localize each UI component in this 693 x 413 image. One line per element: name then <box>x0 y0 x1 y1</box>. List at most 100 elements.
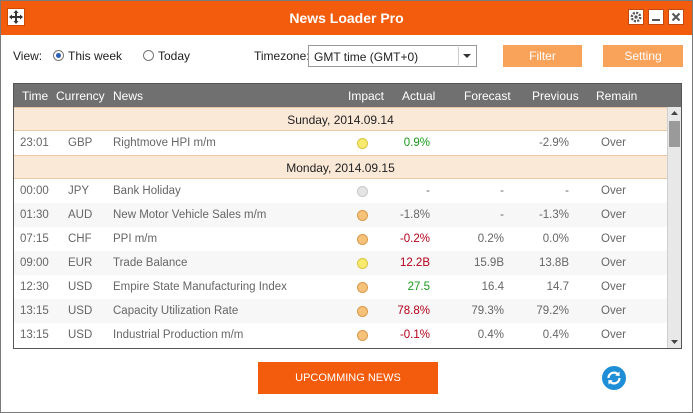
scroll-up-icon[interactable] <box>668 107 681 120</box>
cell-news: PPI m/m <box>113 233 158 245</box>
radio-this-week[interactable] <box>53 50 64 61</box>
column-header-previous[interactable]: Previous <box>532 89 579 103</box>
setting-button[interactable]: Setting <box>603 45 683 67</box>
table-header: Time Currency News Impact Actual Forecas… <box>14 84 681 107</box>
scrollbar-thumb[interactable] <box>669 121 680 147</box>
cell-news: Trade Balance <box>113 257 188 269</box>
cell-previous: 13.8B <box>538 257 569 269</box>
cell-actual: -0.2% <box>399 233 430 245</box>
cell-time: 01:30 <box>20 209 49 221</box>
close-icon[interactable] <box>668 9 684 25</box>
toolbar: View: This week Today Timezone: GMT time… <box>1 35 692 79</box>
cell-time: 12:30 <box>20 281 49 293</box>
cell-actual: 0.9% <box>403 137 430 149</box>
table-row[interactable]: 13:15 USD Capacity Utilization Rate 78.8… <box>14 299 667 323</box>
timezone-value: GMT time (GMT+0) <box>314 50 419 64</box>
cell-time: 13:15 <box>20 305 49 317</box>
impact-indicator-icon <box>357 210 368 221</box>
table-row[interactable]: 00:00 JPY Bank Holiday - - - Over <box>14 179 667 203</box>
cell-remain: Over <box>601 257 626 269</box>
cell-time: 00:00 <box>20 185 49 197</box>
cell-forecast: 0.4% <box>477 329 504 341</box>
cell-actual: -1.8% <box>399 209 430 221</box>
column-header-remain[interactable]: Remain <box>596 89 638 103</box>
settings-gear-icon[interactable] <box>628 9 644 25</box>
cell-forecast: 0.2% <box>477 233 504 245</box>
date-group-label: Sunday, 2014.09.14 <box>287 113 394 127</box>
table-row[interactable]: 13:15 USD Industrial Production m/m -0.1… <box>14 323 667 347</box>
chevron-down-icon[interactable] <box>458 47 475 65</box>
cell-currency: USD <box>68 329 93 341</box>
refresh-icon[interactable] <box>601 365 627 391</box>
cell-news: New Motor Vehicle Sales m/m <box>113 209 267 221</box>
impact-indicator-icon <box>357 234 368 245</box>
impact-indicator-icon <box>357 330 368 341</box>
move-icon[interactable] <box>7 8 25 26</box>
table-row[interactable]: 07:15 CHF PPI m/m -0.2% 0.2% 0.0% Over <box>14 227 667 251</box>
cell-news: Rightmove HPI m/m <box>113 137 216 149</box>
table-row[interactable]: 23:01 GBP Rightmove HPI m/m 0.9% -2.9% O… <box>14 131 667 155</box>
cell-currency: GBP <box>68 137 93 149</box>
column-header-actual[interactable]: Actual <box>402 89 436 103</box>
column-header-impact[interactable]: Impact <box>348 89 385 103</box>
scroll-down-icon[interactable] <box>668 335 681 348</box>
cell-previous: 0.4% <box>542 329 569 341</box>
cell-time: 07:15 <box>20 233 49 245</box>
cell-previous: -1.3% <box>538 209 569 221</box>
table-row[interactable]: 12:30 USD Empire State Manufacturing Ind… <box>14 275 667 299</box>
column-header-currency[interactable]: Currency <box>56 89 105 103</box>
cell-news: Empire State Manufacturing Index <box>113 281 287 293</box>
cell-actual: 78.8% <box>397 305 430 317</box>
cell-actual: 12.2B <box>399 257 430 269</box>
impact-indicator-icon <box>357 138 368 149</box>
cell-forecast: 79.3% <box>471 305 504 317</box>
cell-previous: 0.0% <box>542 233 569 245</box>
timezone-select[interactable]: GMT time (GMT+0) <box>308 45 477 67</box>
cell-previous: -2.9% <box>538 137 569 149</box>
cell-actual: 27.5 <box>407 281 430 293</box>
impact-indicator-icon <box>357 306 368 317</box>
cell-remain: Over <box>601 209 626 221</box>
cell-time: 13:15 <box>20 329 49 341</box>
date-group-row: Monday, 2014.09.15 <box>14 155 667 179</box>
impact-indicator-icon <box>357 258 368 269</box>
radio-today-label[interactable]: Today <box>158 49 191 63</box>
view-label: View: <box>13 49 43 63</box>
cell-forecast: - <box>500 209 504 221</box>
cell-time: 09:00 <box>20 257 49 269</box>
window-title: News Loader Pro <box>289 10 404 26</box>
column-header-news[interactable]: News <box>113 89 144 103</box>
cell-time: 23:01 <box>20 137 49 149</box>
cell-remain: Over <box>601 137 626 149</box>
cell-forecast: 16.4 <box>481 281 504 293</box>
date-group-label: Monday, 2014.09.15 <box>286 161 395 175</box>
impact-indicator-icon <box>357 282 368 293</box>
column-header-forecast[interactable]: Forecast <box>464 89 511 103</box>
filter-button[interactable]: Filter <box>503 45 582 67</box>
cell-actual: - <box>426 185 430 197</box>
radio-today[interactable] <box>143 50 154 61</box>
table-body: Sunday, 2014.09.14 23:01 GBP Rightmove H… <box>14 107 667 347</box>
title-bar[interactable]: News Loader Pro <box>1 1 692 35</box>
table-row[interactable]: 09:00 EUR Trade Balance 12.2B 15.9B 13.8… <box>14 251 667 275</box>
upcoming-news-button[interactable]: UPCOMMING NEWS <box>258 362 438 394</box>
cell-currency: AUD <box>68 209 93 221</box>
cell-forecast: 15.9B <box>473 257 504 269</box>
radio-this-week-label[interactable]: This week <box>68 49 123 63</box>
table-row[interactable]: 01:30 AUD New Motor Vehicle Sales m/m -1… <box>14 203 667 227</box>
cell-news: Capacity Utilization Rate <box>113 305 239 317</box>
column-header-time[interactable]: Time <box>22 89 49 103</box>
cell-currency: JPY <box>68 185 90 197</box>
cell-currency: EUR <box>68 257 93 269</box>
cell-news: Industrial Production m/m <box>113 329 244 341</box>
minimize-icon[interactable] <box>648 9 664 25</box>
cell-previous: 14.7 <box>546 281 569 293</box>
cell-currency: USD <box>68 305 93 317</box>
news-table: Time Currency News Impact Actual Forecas… <box>13 83 682 349</box>
cell-remain: Over <box>601 281 626 293</box>
vertical-scrollbar[interactable] <box>667 107 681 348</box>
cell-remain: Over <box>601 185 626 197</box>
cell-forecast: - <box>500 185 504 197</box>
cell-news: Bank Holiday <box>113 185 181 197</box>
